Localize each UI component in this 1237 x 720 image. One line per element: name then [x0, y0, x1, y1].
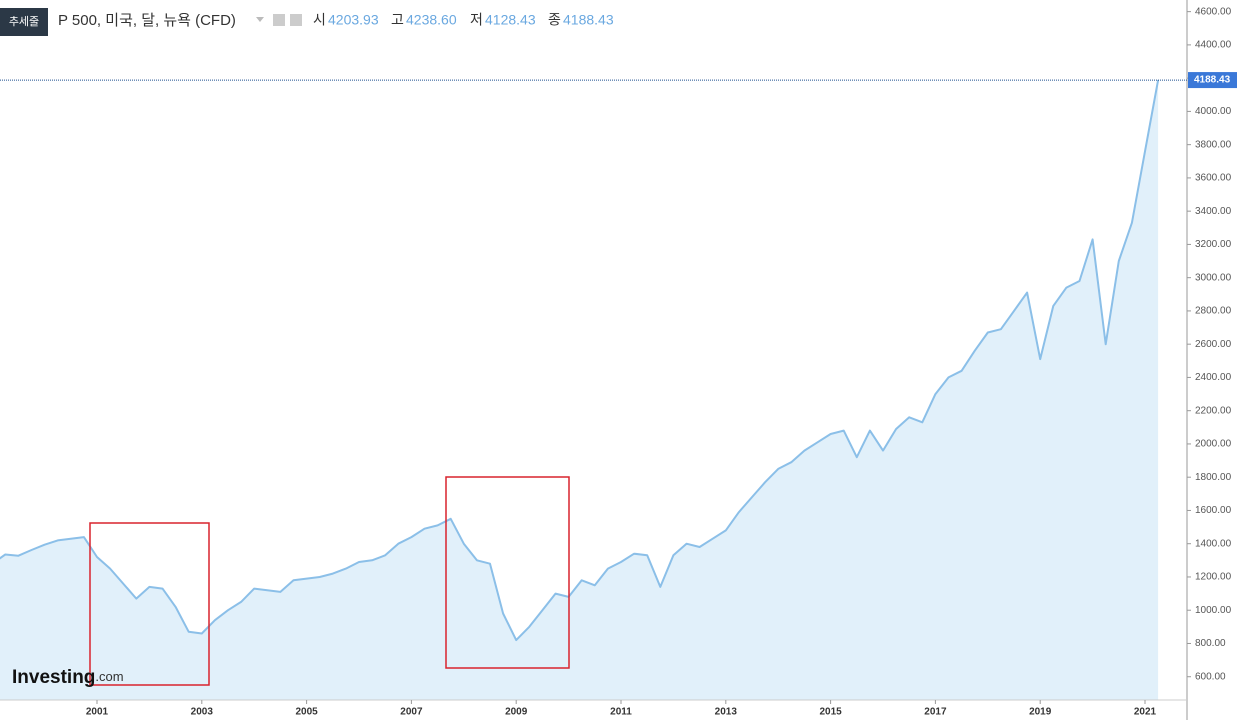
y-tick-label: 3800.00	[1195, 139, 1232, 150]
x-tick-label: 2005	[295, 707, 318, 718]
ohlc-label: 종	[548, 12, 561, 28]
tooltip: 추세줄	[9, 15, 39, 28]
highlight-box	[89, 522, 210, 686]
y-tick-label: 4000.00	[1195, 106, 1232, 117]
last-value-label: 4188.43	[1194, 75, 1231, 86]
chart-title: P 500, 미국, 달, 뉴욕 (CFD)	[58, 12, 236, 29]
x-tick-label: 2019	[1029, 707, 1052, 718]
y-tick-label: 800.00	[1195, 638, 1226, 649]
y-tick-label: 4600.00	[1195, 6, 1232, 17]
x-tick-label: 2003	[191, 707, 214, 718]
y-tick-label: 1400.00	[1195, 538, 1232, 549]
ohlc-value: 4203.93	[328, 12, 379, 28]
x-tick-label: 2013	[715, 707, 738, 718]
ohlc-label: 고	[391, 12, 404, 28]
ohlc-label: 시	[313, 12, 326, 28]
logo: Investing.com	[12, 667, 124, 688]
y-tick-label: 600.00	[1195, 671, 1226, 682]
x-tick-label: 2007	[400, 707, 423, 718]
y-tick-label: 4400.00	[1195, 40, 1232, 51]
ohlc-value: 4238.60	[406, 12, 457, 28]
tooltip-box	[0, 8, 48, 36]
icon	[273, 14, 285, 26]
y-tick-label: 3200.00	[1195, 239, 1232, 250]
ohlc: 시 4203.93 고 4238.60 저 4128.43 종 4188.43	[313, 12, 614, 28]
x-tick-label: 2011	[610, 707, 632, 718]
y-tick-label: 2800.00	[1195, 306, 1232, 317]
x-tick-label: 2001	[86, 707, 109, 718]
logo-suffix: .com	[95, 669, 123, 684]
y-tick-label: 1200.00	[1195, 572, 1232, 583]
ohlc-value: 4188.43	[563, 12, 614, 28]
y-tick-label: 1600.00	[1195, 505, 1232, 516]
y-tick-label: 2000.00	[1195, 439, 1232, 450]
line	[0, 79, 1160, 642]
ohlc-value: 4128.43	[485, 12, 536, 28]
last-value-box	[1188, 72, 1237, 89]
x-tick-label: 2021	[1134, 707, 1157, 718]
y-tick-label: 2200.00	[1195, 405, 1232, 416]
logo-main: Investing	[12, 667, 95, 688]
icon	[290, 14, 302, 26]
x-tick-label: 2015	[819, 707, 842, 718]
y-tick-label: 3400.00	[1195, 206, 1232, 217]
y-tick-label: 1000.00	[1195, 605, 1232, 616]
plot	[0, 79, 1160, 700]
y-tick-label: 2400.00	[1195, 372, 1232, 383]
y-tick-label: 3000.00	[1195, 272, 1232, 283]
dropdown-icon	[256, 17, 264, 22]
y-tick-label: 2600.00	[1195, 339, 1232, 350]
highlight-box	[445, 476, 570, 669]
y-tick-label: 1800.00	[1195, 472, 1232, 483]
ohlc-label: 저	[470, 12, 483, 28]
x-tick-label: 2009	[505, 707, 528, 718]
area	[0, 80, 1159, 700]
y-tick-label: 3600.00	[1195, 173, 1232, 184]
x-tick-label: 2017	[924, 707, 947, 718]
